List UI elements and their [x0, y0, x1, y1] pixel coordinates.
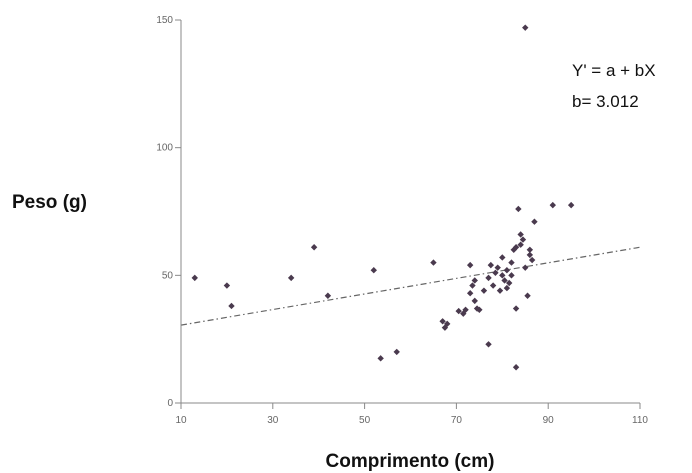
- data-point: [549, 201, 556, 209]
- data-point: [324, 292, 332, 299]
- data-point: [531, 218, 538, 225]
- data-point: [519, 236, 527, 243]
- y-tick-label: 0: [167, 398, 173, 409]
- data-point: [223, 282, 231, 289]
- data-point: [508, 272, 515, 279]
- x-tick-label: 70: [451, 415, 463, 426]
- y-tick-label: 150: [156, 15, 173, 26]
- data-point: [430, 259, 437, 266]
- data-point: [522, 24, 529, 31]
- equation-annotation: Y' = a + bX: [572, 61, 656, 80]
- x-tick-label: 50: [359, 415, 371, 426]
- axes: 0 50 100 150 10 30 50 70 90 110: [156, 15, 648, 426]
- data-point: [499, 272, 506, 279]
- data-point: [515, 205, 522, 213]
- x-tick-label: 30: [267, 415, 279, 426]
- data-point: [503, 284, 511, 292]
- trendline: [180, 246, 641, 326]
- data-point: [517, 241, 524, 248]
- x-axis-title: Comprimento (cm): [326, 451, 495, 472]
- data-point: [191, 274, 198, 282]
- y-tick-label: 50: [162, 270, 174, 281]
- data-point: [526, 251, 534, 259]
- data-point: [471, 277, 478, 284]
- data-points: [191, 24, 575, 371]
- data-point: [287, 274, 295, 282]
- x-tick-label: 110: [632, 415, 648, 426]
- y-tick-label: 100: [156, 143, 173, 154]
- data-point: [471, 297, 478, 305]
- y-axis-title: Peso (g): [12, 192, 87, 213]
- slope-annotation: b= 3.012: [572, 92, 639, 111]
- data-point: [455, 307, 462, 315]
- data-point: [512, 244, 520, 251]
- data-point: [310, 244, 318, 251]
- data-point: [526, 246, 534, 253]
- data-point: [485, 341, 492, 348]
- data-point: [496, 287, 504, 294]
- data-point: [485, 274, 492, 282]
- data-point: [487, 261, 495, 269]
- data-point: [228, 302, 235, 310]
- data-point: [508, 259, 515, 266]
- data-point: [522, 264, 529, 271]
- trendline-layer: [180, 246, 641, 326]
- data-point: [370, 267, 377, 274]
- data-point: [462, 306, 469, 314]
- data-point: [517, 231, 524, 238]
- data-point: [492, 269, 499, 276]
- data-point: [499, 254, 506, 261]
- x-tick-label: 90: [543, 415, 555, 426]
- data-point: [512, 305, 520, 312]
- data-point: [524, 292, 531, 299]
- data-point: [505, 279, 513, 287]
- data-point: [528, 256, 536, 264]
- data-point: [439, 318, 446, 325]
- data-point: [469, 282, 476, 289]
- data-point: [567, 201, 575, 209]
- x-tick-label: 10: [175, 415, 187, 426]
- data-point: [512, 364, 520, 371]
- data-point: [480, 287, 488, 294]
- data-point: [466, 290, 474, 297]
- data-point: [489, 282, 497, 289]
- data-point: [503, 267, 511, 274]
- data-point: [494, 264, 501, 271]
- data-point: [377, 355, 384, 362]
- data-point: [466, 261, 474, 269]
- data-point: [476, 306, 483, 314]
- data-point: [393, 348, 400, 356]
- data-point: [501, 277, 508, 284]
- data-point: [444, 320, 451, 328]
